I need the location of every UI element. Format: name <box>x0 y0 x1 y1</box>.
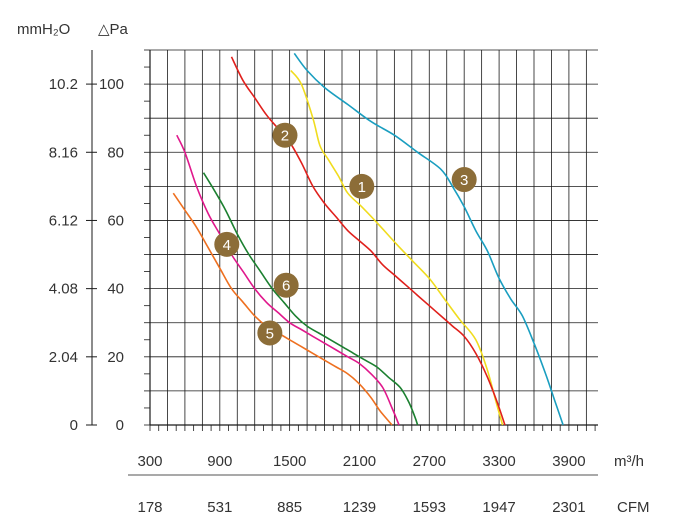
x-tick-label-cfm: 1947 <box>482 499 515 516</box>
x-tick-label-cfm: 2301 <box>552 499 585 516</box>
curve-badge-circle <box>349 173 375 199</box>
curve-badge-number: 1 <box>358 179 366 196</box>
curve-badge-1: 1 <box>349 173 375 199</box>
curve-badge-circle <box>214 231 240 257</box>
y-label-left: mmH₂O <box>17 21 70 38</box>
x-unit-secondary: CFM <box>617 499 650 516</box>
curve-badge-6: 6 <box>273 272 299 298</box>
curve-badge-number: 3 <box>460 172 468 189</box>
curve-badge-circle <box>257 320 283 346</box>
y-tick-label-pa: 40 <box>107 281 124 298</box>
y-tick-label-pa: 0 <box>116 417 124 434</box>
curve-badge-number: 4 <box>223 237 231 254</box>
x-tick-label-m3h: 1500 <box>273 453 306 470</box>
y-tick-label-pa: 60 <box>107 212 124 229</box>
curve-badge-number: 6 <box>282 278 290 295</box>
curve-badge-3: 3 <box>451 167 477 193</box>
curve-badge-number: 5 <box>266 325 274 342</box>
x-tick-label-m3h: 300 <box>137 453 162 470</box>
curve-badge-circle <box>273 272 299 298</box>
y-tick-label-pa: 100 <box>99 76 124 93</box>
x-tick-label-m3h: 2700 <box>413 453 446 470</box>
curve-3 <box>293 52 564 426</box>
axes: 0 20 40 60 80 100 0 2.04 4.08 6.12 8.16 10.2 300 178 9… <box>49 49 598 516</box>
x-tick-label-cfm: 531 <box>207 499 232 516</box>
y-tick-label-pa: 80 <box>107 144 124 161</box>
x-tick-label-m3h: 2100 <box>343 453 376 470</box>
curve-4 <box>176 134 400 426</box>
y-tick-label-mmh2o: 6.12 <box>49 212 78 229</box>
x-unit-primary: m³/h <box>614 453 644 470</box>
curve-badges: 1 2 3 4 5 6 <box>214 122 477 346</box>
curves <box>172 52 564 426</box>
curve-badge-4: 4 <box>214 231 240 257</box>
x-tick-label-m3h: 3900 <box>552 453 585 470</box>
y-label-right: △Pa <box>98 21 129 38</box>
y-tick-label-mmh2o: 4.08 <box>49 281 78 298</box>
x-tick-label-cfm: 885 <box>277 499 302 516</box>
curve-1 <box>290 69 504 426</box>
y-tick-label-mmh2o: 10.2 <box>49 76 78 93</box>
curve-badge-circle <box>272 122 298 148</box>
curve-badge-circle <box>451 167 477 193</box>
grid <box>149 49 598 426</box>
curve-6 <box>202 172 419 426</box>
y-tick-label-pa: 20 <box>107 349 124 366</box>
x-tick-label-cfm: 1593 <box>413 499 446 516</box>
y-tick-label-mmh2o: 0 <box>70 417 78 434</box>
x-tick-label-cfm: 1239 <box>343 499 376 516</box>
curve-badge-number: 2 <box>281 128 289 145</box>
curve-badge-5: 5 <box>257 320 283 346</box>
curve-5 <box>172 192 393 426</box>
x-tick-label-m3h: 3300 <box>482 453 515 470</box>
x-tick-label-cfm: 178 <box>137 499 162 516</box>
y-tick-label-mmh2o: 8.16 <box>49 144 78 161</box>
x-tick-label-m3h: 900 <box>207 453 232 470</box>
curve-badge-2: 2 <box>272 122 298 148</box>
y-tick-label-mmh2o: 2.04 <box>49 349 78 366</box>
